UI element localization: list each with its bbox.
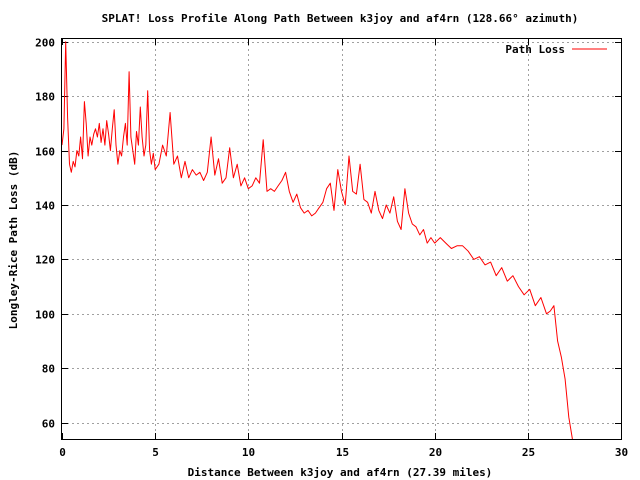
y-tick-label-140: 140 bbox=[35, 200, 55, 213]
legend: Path Loss bbox=[505, 43, 607, 56]
x-tick-label-25: 25 bbox=[522, 446, 535, 459]
y-tick-label-200: 200 bbox=[35, 37, 55, 50]
y-tick-label-180: 180 bbox=[35, 91, 55, 104]
x-tick-label-15: 15 bbox=[336, 446, 349, 459]
axis-ticks: 0 5 10 15 20 25 30 60 80 100 120 140 160 180 200 bbox=[35, 37, 628, 460]
x-axis-label: Distance Between k3joy and af4rn (27.39 … bbox=[188, 466, 493, 479]
series-line-path-loss bbox=[61, 41, 573, 440]
plot-frame bbox=[61, 38, 622, 440]
legend-label: Path Loss bbox=[505, 43, 565, 56]
series-group bbox=[61, 41, 573, 440]
x-tick-label-10: 10 bbox=[242, 446, 255, 459]
y-tick-label-120: 120 bbox=[35, 254, 55, 267]
y-tick-label-160: 160 bbox=[35, 146, 55, 159]
x-tick-label-5: 5 bbox=[152, 446, 159, 459]
x-tick-label-0: 0 bbox=[59, 446, 66, 459]
y-tick-label-80: 80 bbox=[42, 363, 55, 376]
y-tick-label-100: 100 bbox=[35, 309, 55, 322]
y-tick-label-60: 60 bbox=[42, 418, 55, 431]
chart-title: SPLAT! Loss Profile Along Path Between k… bbox=[102, 12, 579, 25]
y-axis-label: Longley-Rice Path Loss (dB) bbox=[7, 151, 20, 330]
x-tick-label-30: 30 bbox=[615, 446, 628, 459]
grid bbox=[62, 39, 621, 439]
x-tick-label-20: 20 bbox=[429, 446, 442, 459]
